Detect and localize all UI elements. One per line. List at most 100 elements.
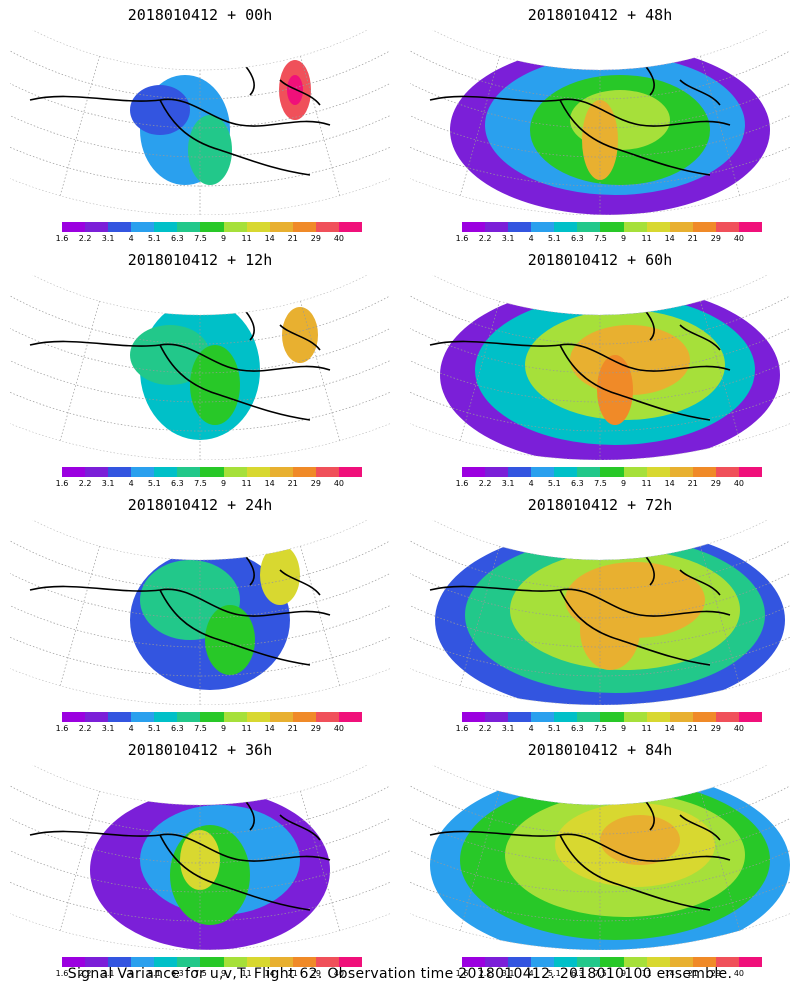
colorbar-swatch xyxy=(200,222,224,232)
colorbar-tick-label: 1.6 xyxy=(455,234,469,243)
colorbar-swatch xyxy=(462,467,486,477)
colorbar-tick-label: 11 xyxy=(641,234,652,243)
colorbar-swatch xyxy=(223,222,247,232)
colorbar-swatch xyxy=(623,957,647,967)
colorbar-labels: 1.6 2.2 3.1 4 5.1 6.3 7.5 9 11 14 21 29 40 xyxy=(56,234,362,244)
colorbar-tick-label: 1.6 xyxy=(55,479,69,488)
panel-title: 2018010412 + 36h xyxy=(127,741,273,759)
colorbar-swatch xyxy=(338,222,363,232)
colorbar-tick-label: 21 xyxy=(287,969,298,978)
colorbar-tick-label: 29 xyxy=(310,724,321,733)
colorbar-tick-label: 14 xyxy=(264,234,275,243)
colorbar-tick-label: 29 xyxy=(710,724,721,733)
colorbar-tick-label: 11 xyxy=(641,479,652,488)
variance-contour xyxy=(188,115,232,185)
variance-contour xyxy=(205,605,255,675)
colorbar-tick-label: 11 xyxy=(241,724,252,733)
map-panel: 2018010412 + 60h 1.6 2.2 3.1 4 5.1 6.3 7.5 9 11 14… xyxy=(400,245,800,490)
colorbar-tick-label: 5.1 xyxy=(547,724,561,733)
colorbar-tick-label: 5.1 xyxy=(547,479,561,488)
colorbar-labels: 1.6 2.2 3.1 4 5.1 6.3 7.5 9 11 14 21 29 40 xyxy=(456,724,762,734)
variance-contour xyxy=(580,590,640,670)
colorbar-swatch xyxy=(508,957,532,967)
colorbar-swatch xyxy=(85,222,109,232)
colorbar-swatch xyxy=(338,712,363,722)
colorbar-tick-label: 6.3 xyxy=(171,234,184,243)
colorbar-tick-label: 29 xyxy=(710,479,721,488)
colorbar-swatch xyxy=(177,467,201,477)
colorbar-tick-label: 40 xyxy=(333,969,345,978)
colorbar-swatch xyxy=(623,222,647,232)
panel-title: 2018010412 + 00h xyxy=(127,6,273,24)
colorbar-tick-label: 21 xyxy=(687,724,698,733)
colorbar-tick-label: 9 xyxy=(620,479,627,488)
colorbar-swatch xyxy=(177,712,201,722)
colorbar-swatch xyxy=(531,467,555,477)
colorbar-tick-label: 3.1 xyxy=(101,724,115,733)
colorbar-swatch xyxy=(554,467,578,477)
colorbar-tick-label: 6.3 xyxy=(171,969,184,978)
colorbar-tick-label: 3.1 xyxy=(501,724,515,733)
variance-contour xyxy=(180,830,220,890)
colorbar xyxy=(62,467,363,477)
colorbar-swatch xyxy=(154,957,178,967)
colorbar-tick-label: 21 xyxy=(287,234,298,243)
colorbar-swatch xyxy=(508,222,532,232)
colorbar-swatch xyxy=(85,957,109,967)
colorbar-swatch xyxy=(131,222,155,232)
colorbar-swatch xyxy=(715,957,739,967)
colorbar-swatch xyxy=(623,467,647,477)
colorbar-tick-label: 14 xyxy=(264,724,275,733)
colorbar-tick-label: 29 xyxy=(310,479,321,488)
colorbar-swatch xyxy=(223,957,247,967)
variance-contour xyxy=(260,545,300,605)
colorbar-swatch xyxy=(554,222,578,232)
panel-title: 2018010412 + 72h xyxy=(527,496,673,514)
colorbar-swatch xyxy=(738,222,763,232)
colorbar-swatch xyxy=(269,467,293,477)
colorbar-tick-label: 1.6 xyxy=(55,724,69,733)
colorbar-swatch xyxy=(177,957,201,967)
colorbar-swatch xyxy=(154,712,178,722)
colorbar-tick-label: 9 xyxy=(220,479,227,488)
colorbar-tick-label: 2.2 xyxy=(478,479,492,488)
colorbar-tick-label: 5.1 xyxy=(547,969,561,978)
colorbar-tick-label: 40 xyxy=(733,479,745,488)
colorbar-swatch xyxy=(177,222,201,232)
colorbar-tick-label: 4 xyxy=(128,724,134,733)
colorbar-swatch xyxy=(462,957,486,967)
colorbar-tick-label: 2.2 xyxy=(78,724,92,733)
colorbar-tick-label: 7.5 xyxy=(194,724,207,733)
colorbar-tick-label: 3.1 xyxy=(101,234,115,243)
colorbar-swatch xyxy=(577,712,601,722)
polar-map xyxy=(10,30,390,215)
coastline xyxy=(429,59,731,176)
colorbar-tick-label: 5.1 xyxy=(147,234,161,243)
map-panel: 2018010412 + 12h 1.6 2.2 3.1 4 5.1 6.3 7.5 9 11 14… xyxy=(0,245,400,490)
colorbar-swatch xyxy=(154,467,178,477)
colorbar-swatch xyxy=(715,712,739,722)
colorbar-tick-label: 2.2 xyxy=(478,969,492,978)
coastline xyxy=(29,549,331,666)
colorbar-tick-label: 1.6 xyxy=(55,969,69,978)
polar-map xyxy=(10,275,390,460)
colorbar-tick-label: 14 xyxy=(664,969,675,978)
colorbar-tick-label: 2.2 xyxy=(478,234,492,243)
colorbar-tick-label: 29 xyxy=(310,969,321,978)
polar-map xyxy=(10,520,390,705)
colorbar-tick-label: 40 xyxy=(333,724,345,733)
colorbar-swatch xyxy=(738,467,763,477)
colorbar-swatch xyxy=(485,712,509,722)
colorbar-tick-label: 40 xyxy=(733,724,745,733)
colorbar-swatch xyxy=(531,957,555,967)
colorbar-swatch xyxy=(600,222,624,232)
coastline xyxy=(429,549,731,666)
colorbar-tick-label: 4 xyxy=(528,724,534,733)
colorbar-swatch xyxy=(462,222,486,232)
colorbar xyxy=(62,712,363,722)
colorbar-tick-label: 14 xyxy=(664,234,675,243)
colorbar-swatch xyxy=(338,957,363,967)
colorbar-swatch xyxy=(108,712,132,722)
colorbar xyxy=(462,712,763,722)
panel-title: 2018010412 + 48h xyxy=(527,6,673,24)
